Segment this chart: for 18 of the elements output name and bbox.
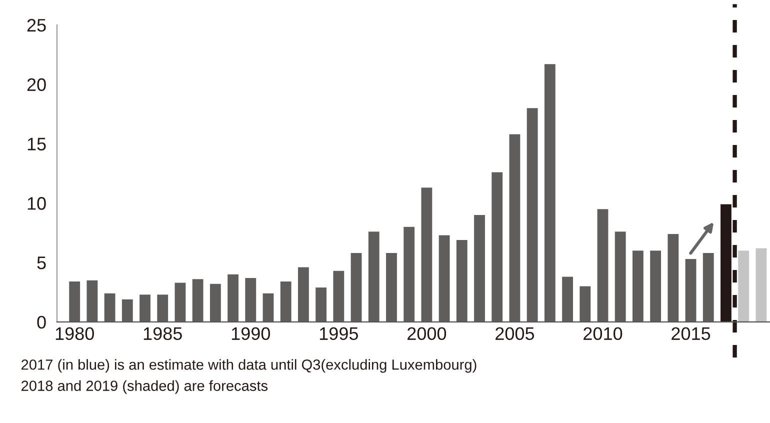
x-tick-label: 1995 [320,327,358,340]
y-tick-label: 25 [27,18,46,32]
text: 2017 (in blue) is an estimate with data until Q3(excluding Luxembourg) [22,359,476,373]
text: 2018 and 2019 (shaded) are forecasts [22,380,268,394]
y-tick-label: 5 [37,256,46,270]
x-tick-label: 2000 [408,327,446,340]
x-tick-label: 2005 [496,327,534,340]
x-tick-label: 1985 [144,327,182,340]
x-tick-label: 1980 [56,327,94,340]
x-tick-label: 2015 [672,327,710,340]
y-tick-label: 15 [28,138,46,150]
x-tick-label: 2010 [584,327,622,340]
y-tick-label: 20 [27,78,46,92]
y-tick-label: 0 [37,316,46,329]
bar [738,250,750,322]
bar [756,248,767,322]
x-tick-label: 1990 [232,327,270,340]
y-tick-label: 10 [28,197,46,210]
